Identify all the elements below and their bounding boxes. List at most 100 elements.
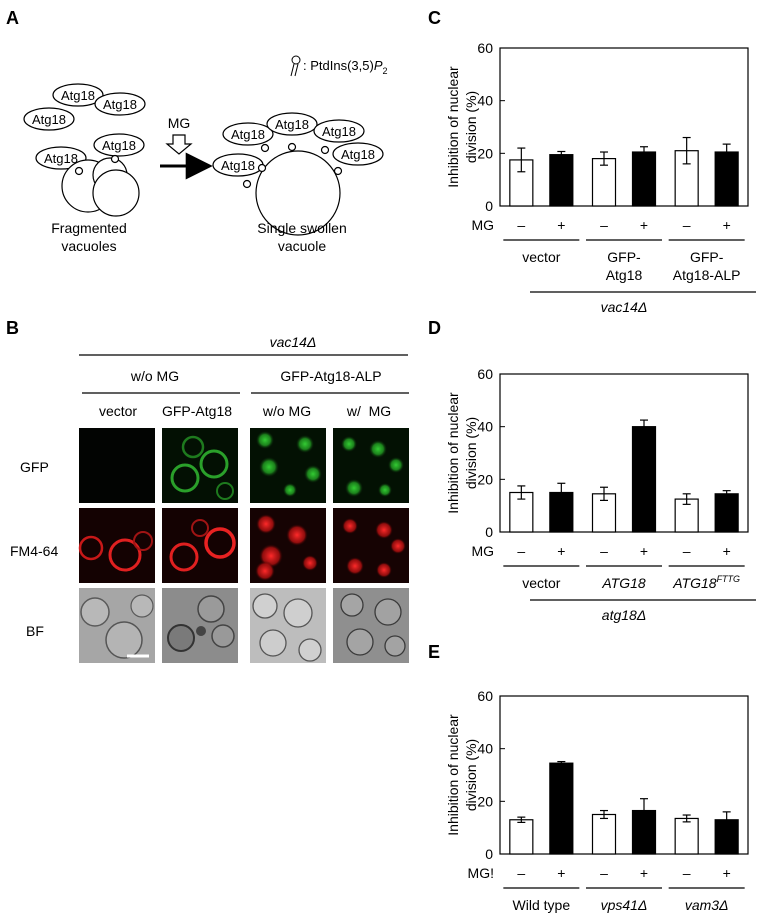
atg18-label: Atg18 <box>341 147 375 162</box>
group-label: Wild type <box>513 897 571 913</box>
atg18-label: Atg18 <box>44 151 78 166</box>
strain-label: vac14Δ <box>601 299 648 315</box>
b-row-gfp: GFP <box>20 459 49 475</box>
micrograph-fm-vector <box>78 508 155 583</box>
left-atg18-labels: Atg18 Atg18 Atg18 Atg18 Atg18 <box>32 88 137 166</box>
micrograph-grid <box>78 428 409 663</box>
group-label: Atg18 <box>606 267 643 283</box>
mg-sign: + <box>723 217 731 233</box>
bar-plus <box>631 426 657 533</box>
b-row-bf: BF <box>26 623 44 639</box>
group-label-text: GFP- <box>690 249 724 265</box>
lipid-tail-icon <box>290 63 299 77</box>
atg18-label: Atg18 <box>32 112 66 127</box>
mg-sign: – <box>600 543 608 559</box>
atg18-label: Atg18 <box>231 127 265 142</box>
group-label-text: GFP- <box>607 249 641 265</box>
mg-sign: – <box>517 217 525 233</box>
right-caption-line1: Single swollen <box>257 220 347 236</box>
y-tick-label: 20 <box>477 793 493 809</box>
micrograph-bf-wo-mg <box>250 588 326 663</box>
micrograph-bf-vector <box>79 588 155 663</box>
left-caption-line1: Fragmented <box>51 220 126 236</box>
right-caption-line2: vacuole <box>278 238 326 254</box>
atg18-label: Atg18 <box>322 124 356 139</box>
y-tick-label: 60 <box>477 688 493 704</box>
mg-sign: + <box>557 217 565 233</box>
micrograph-gfp-vector <box>79 428 155 503</box>
group-label-text: Atg18-ALP <box>673 267 741 283</box>
atg18-label: Atg18 <box>103 97 137 112</box>
legend-text: : PtdIns(3,5) <box>303 58 374 73</box>
mg-sign: + <box>557 543 565 559</box>
mg-sign: – <box>517 865 525 881</box>
mg-down-arrow-icon <box>165 134 193 155</box>
y-axis-label: Inhibition of nuclear division (%) <box>445 714 479 836</box>
y-tick-label: 60 <box>477 40 493 56</box>
y-tick-label: 40 <box>477 93 493 109</box>
bar-plus <box>631 151 657 207</box>
micrograph-fm-w-mg <box>333 508 409 583</box>
plot-frame <box>499 373 749 533</box>
mg-sign: + <box>557 865 565 881</box>
panel-d-label: D <box>428 318 441 338</box>
panel-a: A : PtdIns(3,5)P2 Atg18 Atg18 Atg18 Atg1… <box>6 8 388 254</box>
panel-c-label: C <box>428 8 441 28</box>
bar-plus <box>549 762 574 855</box>
b-col-vector: vector <box>99 403 137 419</box>
mg-axis-label: MG <box>471 543 494 559</box>
group-label-text: Wild type <box>513 897 571 913</box>
group-label: GFP- <box>607 249 641 265</box>
bar-minus <box>509 819 534 855</box>
bar-minus <box>591 813 617 855</box>
group-label: vps41Δ <box>601 897 648 913</box>
group-label-text: ATG18 <box>672 575 717 591</box>
lipid-head-icon <box>291 55 301 65</box>
group-label-sup: FTTG <box>717 574 741 584</box>
mg-sign: – <box>600 865 608 881</box>
bar-plus <box>549 154 574 207</box>
mg-sign: – <box>517 543 525 559</box>
group-label: vam3Δ <box>685 897 729 913</box>
group-label-text: Atg18 <box>606 267 643 283</box>
b-group-1: w/o MG <box>130 368 179 384</box>
group-label-text: vector <box>522 575 560 591</box>
mg-axis-label: MG! <box>468 865 494 881</box>
micrograph-bf-gfp-atg18 <box>162 588 238 663</box>
bar-minus <box>674 817 699 855</box>
y-axis-label: Inhibition of nuclear division (%) <box>445 392 479 514</box>
atg18-label: Atg18 <box>275 117 309 132</box>
plot-frame <box>499 695 749 855</box>
y-tick-label: 20 <box>477 145 493 161</box>
micrograph-gfp-w-mg <box>333 428 409 503</box>
b-group-2: GFP-Atg18-ALP <box>280 368 381 384</box>
y-tick-label: 0 <box>485 524 493 540</box>
group-label-text: ATG18 <box>601 575 646 591</box>
group-label-text: vps41Δ <box>601 897 648 913</box>
fragmented-vacuoles-diagram <box>23 83 146 217</box>
y-tick-label: 60 <box>477 366 493 382</box>
group-label-text: vam3Δ <box>685 897 729 913</box>
chart-c: 0 20 40 60 Inhibition of nuclear division (%)… <box>445 40 756 315</box>
y-tick-label: 40 <box>477 741 493 757</box>
micrograph-fm-gfp-atg18 <box>162 508 238 583</box>
atg18-label: Atg18 <box>102 138 136 153</box>
mg-sign: + <box>640 543 648 559</box>
panel-b: B vac14Δ w/o MG GFP-Atg18-ALP vector GFP… <box>6 318 409 663</box>
swollen-vacuole-diagram <box>212 112 384 236</box>
micrograph-gfp-wo-mg <box>250 428 326 503</box>
panel-b-label: B <box>6 318 19 338</box>
micrograph-gfp-gfp-atg18 <box>162 428 238 503</box>
atg18-label: Atg18 <box>221 158 255 173</box>
panel-a-label: A <box>6 8 19 28</box>
plot-frame <box>499 47 749 207</box>
mg-sign: + <box>723 543 731 559</box>
group-label: GFP- <box>690 249 724 265</box>
atg18-label: Atg18 <box>61 88 95 103</box>
b-col-wo-mg: w/o MG <box>262 403 311 419</box>
micrograph-bf-w-mg <box>333 588 409 663</box>
group-label: ATG18 <box>601 575 646 591</box>
group-label: ATG18FTTG <box>672 574 740 591</box>
strain-label: atg18Δ <box>602 607 646 623</box>
